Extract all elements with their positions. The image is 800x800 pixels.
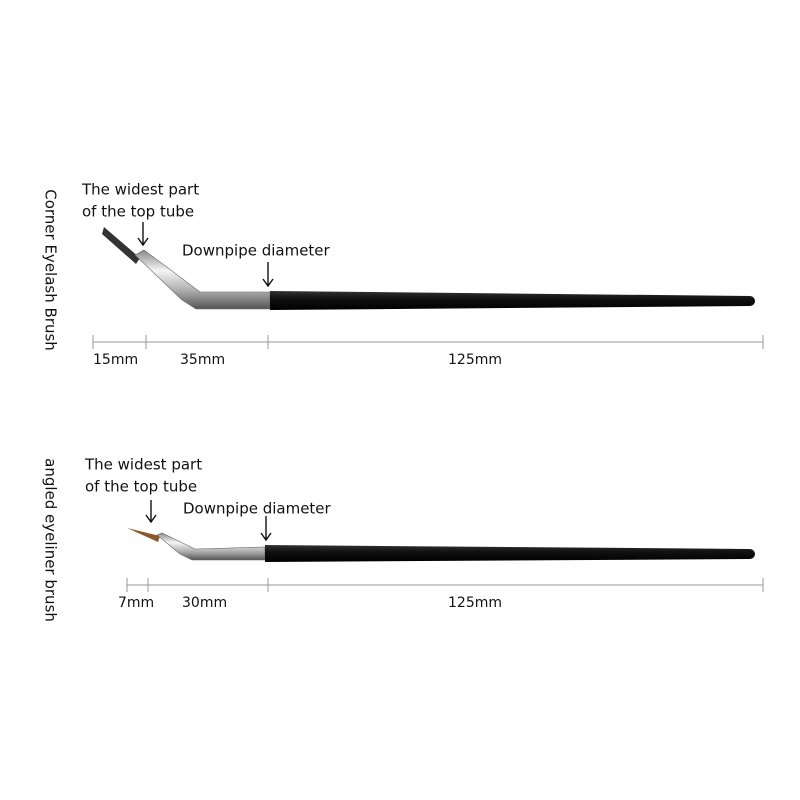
arrow	[262, 262, 274, 288]
annotation: The widest part	[84, 456, 202, 474]
measurement: 125mm	[448, 352, 502, 368]
dimension-ticks	[92, 335, 764, 349]
arrow	[137, 222, 149, 247]
brush-1: Corner Eyelash Brush The widest part of …	[42, 181, 764, 368]
annotation: of the top tube	[85, 478, 197, 496]
annotation: Downpipe diameter	[182, 242, 331, 260]
brush-name: angled eyeliner brush	[42, 458, 60, 622]
annotation: of the top tube	[82, 203, 194, 221]
measurement: 15mm	[93, 352, 138, 368]
handle	[270, 291, 755, 310]
annotation: Downpipe diameter	[183, 500, 332, 518]
bristles	[127, 528, 160, 542]
measurement: 7mm	[118, 595, 154, 611]
annotation: The widest part	[81, 181, 199, 199]
bristles	[102, 227, 140, 264]
measurement: 30mm	[182, 595, 227, 611]
measurement: 35mm	[180, 352, 225, 368]
dimension-ticks	[126, 578, 764, 592]
measurement: 125mm	[448, 595, 502, 611]
brush-name: Corner Eyelash Brush	[42, 189, 60, 351]
arrow	[145, 500, 157, 524]
handle	[265, 545, 755, 562]
arrow	[260, 516, 272, 542]
brush-2: angled eyeliner brush The widest part of…	[42, 456, 764, 622]
